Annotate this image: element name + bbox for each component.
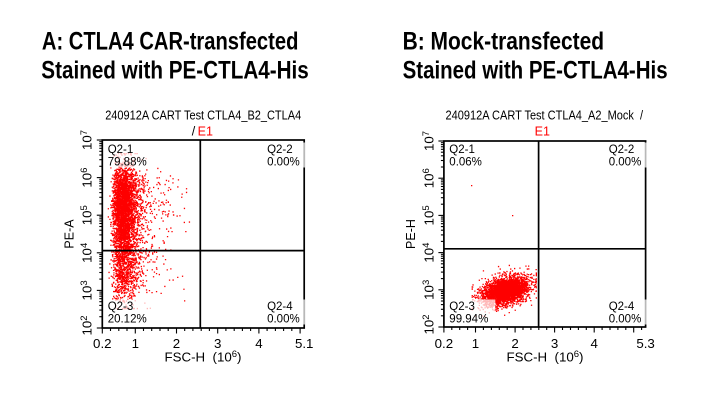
- svg-text:Q2-3: Q2-3: [449, 301, 475, 313]
- svg-text:Q2-2: Q2-2: [609, 144, 635, 156]
- svg-text:20.12%: 20.12%: [108, 314, 147, 326]
- svg-text:A: CTLA4 CAR-transfected: A: CTLA4 CAR-transfected: [42, 28, 299, 56]
- svg-text:240912A CART Test CTLA4_B2_CTL: 240912A CART Test CTLA4_B2_CTLA4: [105, 108, 301, 122]
- svg-text:PE-A: PE-A: [63, 219, 77, 249]
- svg-text:Q2-2: Q2-2: [267, 144, 293, 156]
- svg-text:79.88%: 79.88%: [108, 157, 147, 169]
- svg-text:4: 4: [255, 336, 262, 351]
- svg-text:0.00%: 0.00%: [267, 314, 300, 326]
- svg-text:Q2-1: Q2-1: [108, 144, 134, 156]
- svg-text:1: 1: [132, 336, 139, 351]
- svg-text:0.2: 0.2: [435, 336, 454, 351]
- svg-text:0.06%: 0.06%: [449, 157, 482, 169]
- svg-text:5.3: 5.3: [636, 336, 655, 351]
- svg-text:0.00%: 0.00%: [267, 157, 300, 169]
- svg-text:Q2-4: Q2-4: [267, 301, 293, 313]
- svg-text:E1: E1: [535, 124, 550, 138]
- svg-text:PE-H: PE-H: [404, 219, 418, 249]
- svg-text:99.94%: 99.94%: [449, 314, 488, 326]
- svg-text:240912A CART Test CTLA4_A2_Moc: 240912A CART Test CTLA4_A2_Mock /: [446, 108, 644, 122]
- svg-text:0.00%: 0.00%: [609, 314, 642, 326]
- svg-text:5.1: 5.1: [295, 336, 314, 351]
- svg-text:0.2: 0.2: [93, 336, 112, 351]
- svg-text:Q2-1: Q2-1: [449, 144, 475, 156]
- svg-text:4: 4: [590, 336, 597, 351]
- svg-text:3: 3: [551, 336, 558, 351]
- svg-text:1: 1: [472, 336, 479, 351]
- svg-text:2: 2: [511, 336, 518, 351]
- svg-text:FSC-H (106): FSC-H (106): [165, 349, 242, 365]
- svg-text:2: 2: [173, 336, 180, 351]
- svg-text:B: Mock-transfected: B: Mock-transfected: [403, 28, 604, 56]
- svg-text:FSC-H (106): FSC-H (106): [507, 349, 584, 365]
- svg-text:Q2-3: Q2-3: [108, 301, 134, 313]
- svg-text:Stained with PE-CTLA4-His: Stained with PE-CTLA4-His: [403, 57, 668, 85]
- svg-text:3: 3: [214, 336, 221, 351]
- svg-text:0.00%: 0.00%: [609, 157, 642, 169]
- svg-text:Stained with PE-CTLA4-His: Stained with PE-CTLA4-His: [41, 57, 309, 85]
- svg-text:Q2-4: Q2-4: [609, 301, 635, 313]
- svg-text:/ E1: / E1: [192, 124, 213, 138]
